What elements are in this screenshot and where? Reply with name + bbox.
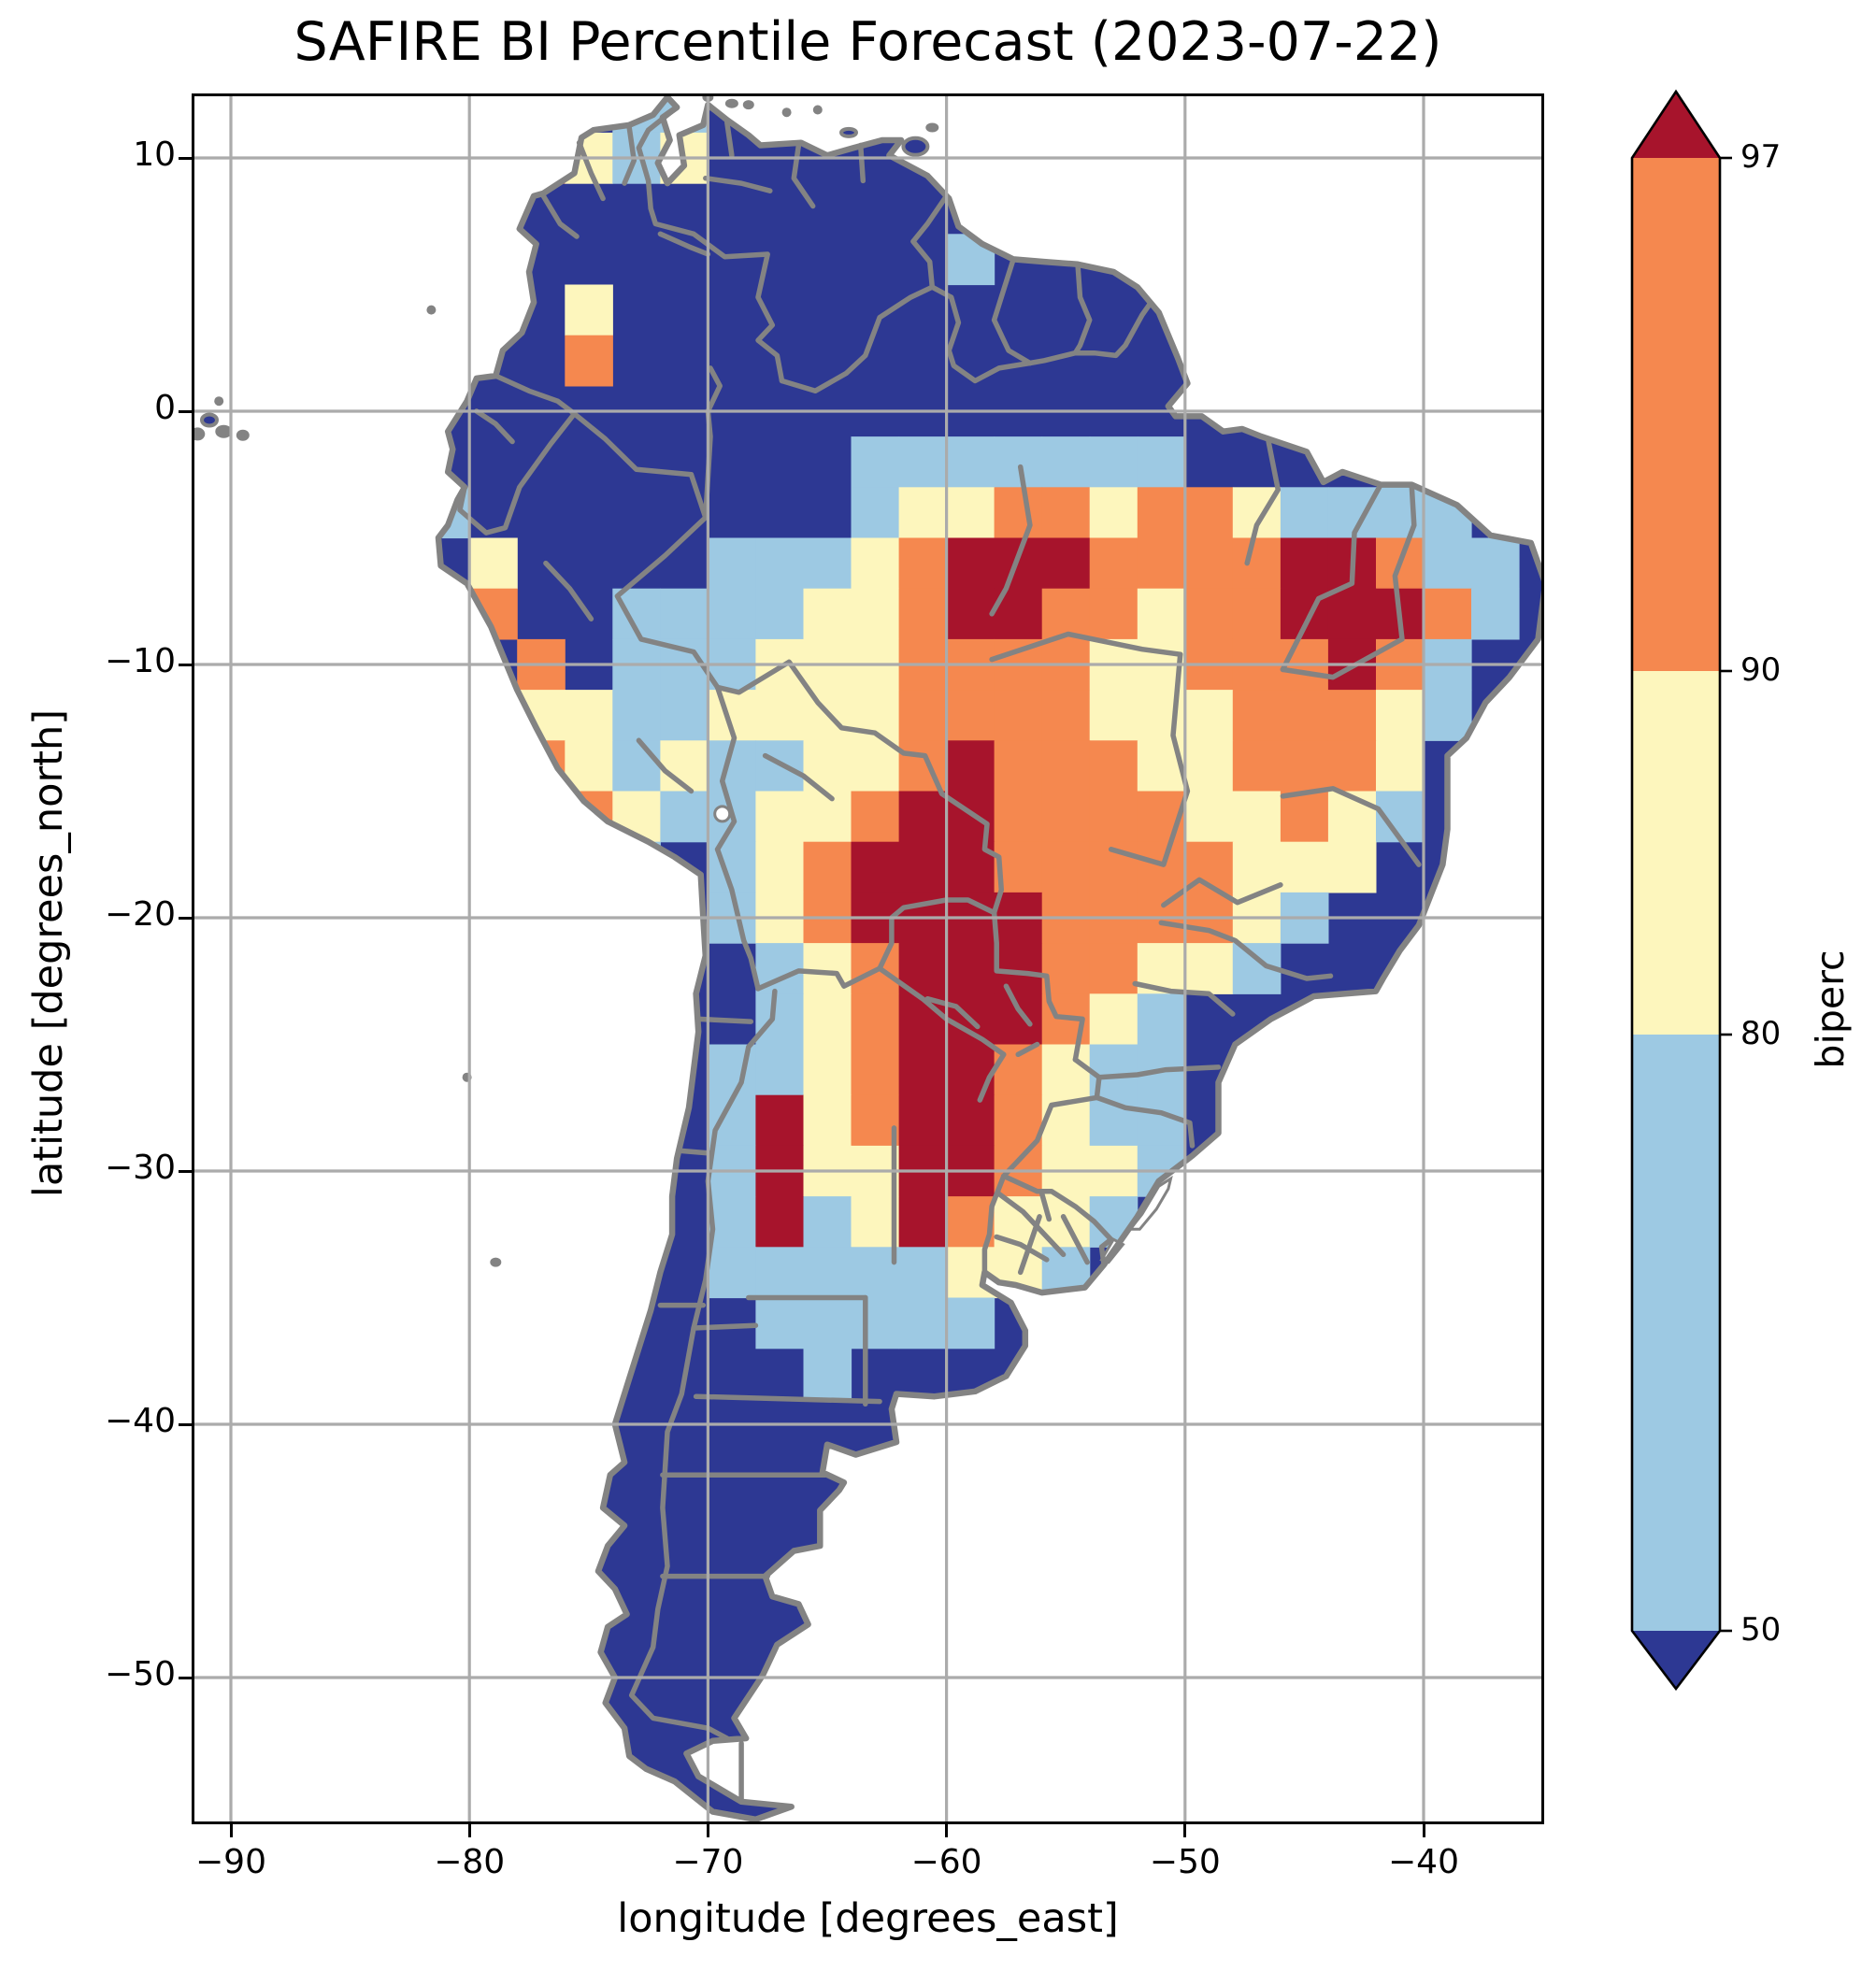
island: [839, 126, 858, 138]
gridlines: [192, 93, 1544, 1824]
island: [214, 396, 224, 407]
island: [490, 1257, 502, 1267]
island: [901, 136, 930, 157]
y-tick-label: −10: [105, 642, 176, 680]
x-tick-label: −60: [910, 1843, 982, 1881]
x-tick-mark: [229, 1824, 233, 1837]
x-tick-mark: [706, 1824, 709, 1837]
y-tick-mark: [179, 1169, 192, 1173]
island: [200, 412, 219, 428]
colorbar-tick-label: 80: [1740, 1015, 1782, 1052]
x-tick-mark: [467, 1824, 471, 1837]
island: [925, 122, 939, 133]
colorbar-tick-label: 90: [1740, 651, 1782, 689]
island: [781, 107, 792, 118]
x-axis-label: longitude [degrees_east]: [617, 1895, 1119, 1942]
y-tick-mark: [179, 663, 192, 666]
island: [236, 429, 250, 441]
x-tick-label: −90: [195, 1843, 266, 1881]
y-tick-label: −30: [105, 1149, 176, 1187]
y-tick-mark: [179, 916, 192, 920]
island: [812, 105, 823, 115]
island: [742, 100, 754, 110]
y-tick-label: −50: [105, 1655, 176, 1693]
y-tick-label: −40: [105, 1402, 176, 1440]
island: [215, 424, 233, 438]
south-america-map: [192, 93, 1544, 1824]
x-tick-mark: [1422, 1824, 1425, 1837]
x-tick-label: −70: [672, 1843, 744, 1881]
axes-frame: [192, 93, 1544, 1824]
island: [724, 98, 738, 108]
x-tick-mark: [945, 1824, 949, 1837]
colorbar-tick-label: 50: [1740, 1611, 1782, 1649]
plot-title: SAFIRE BI Percentile Forecast (2023-07-2…: [294, 11, 1442, 73]
y-tick-mark: [179, 1422, 192, 1426]
y-tick-label: −20: [105, 895, 176, 934]
colorbar-gradient: [1630, 89, 1732, 1692]
y-axis-label: latitude [degrees_north]: [25, 708, 72, 1198]
y-tick-mark: [179, 156, 192, 160]
y-tick-mark: [179, 409, 192, 413]
island: [426, 305, 437, 315]
y-tick-mark: [179, 1676, 192, 1679]
x-tick-label: −50: [1149, 1843, 1221, 1881]
lake: [713, 805, 732, 823]
x-tick-label: −40: [1388, 1843, 1459, 1881]
colorbar-tick-label: 97: [1740, 138, 1782, 176]
x-tick-mark: [1183, 1824, 1187, 1837]
y-tick-label: 10: [133, 136, 176, 174]
map-plot: [192, 93, 1544, 1824]
y-tick-label: 0: [154, 389, 176, 427]
colorbar-label: biperc: [1808, 950, 1853, 1069]
x-tick-label: −80: [434, 1843, 506, 1881]
colorbar: [1626, 84, 1739, 1701]
